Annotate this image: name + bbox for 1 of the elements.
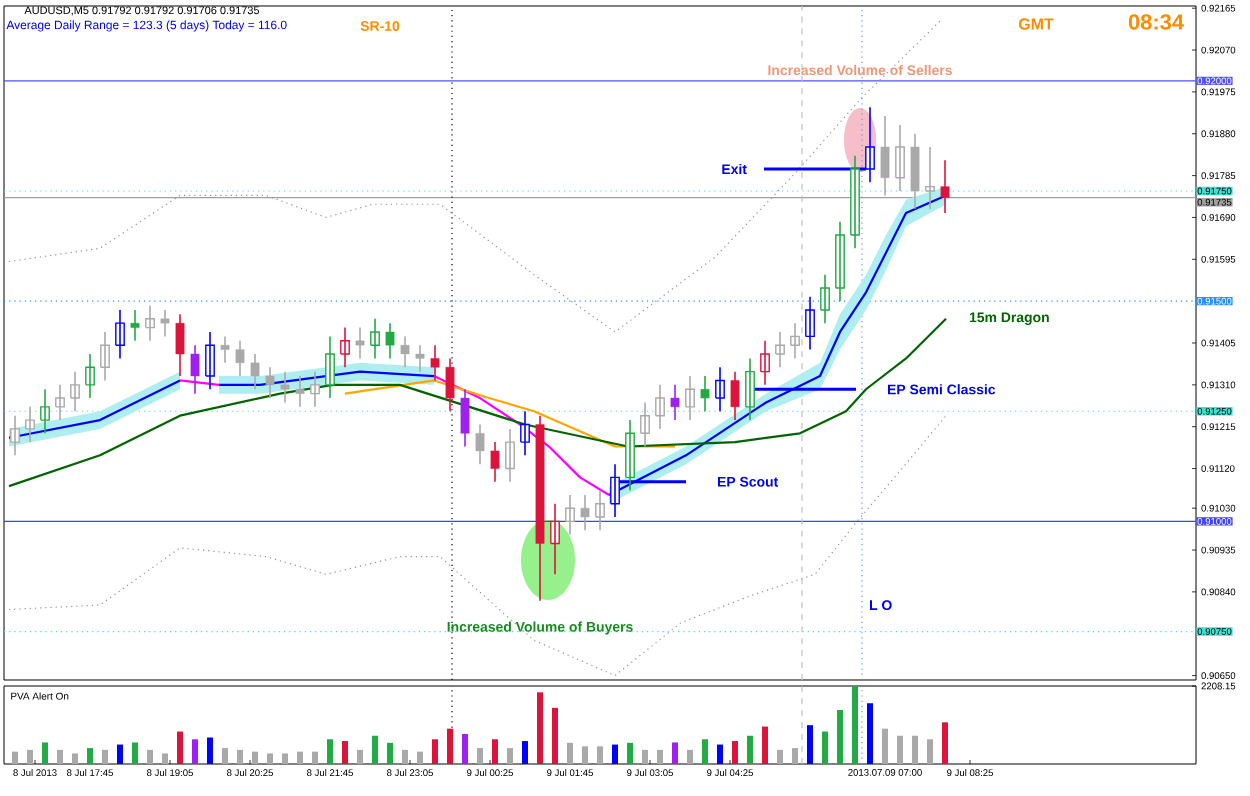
annotation: 08:34 [1128,14,1184,30]
